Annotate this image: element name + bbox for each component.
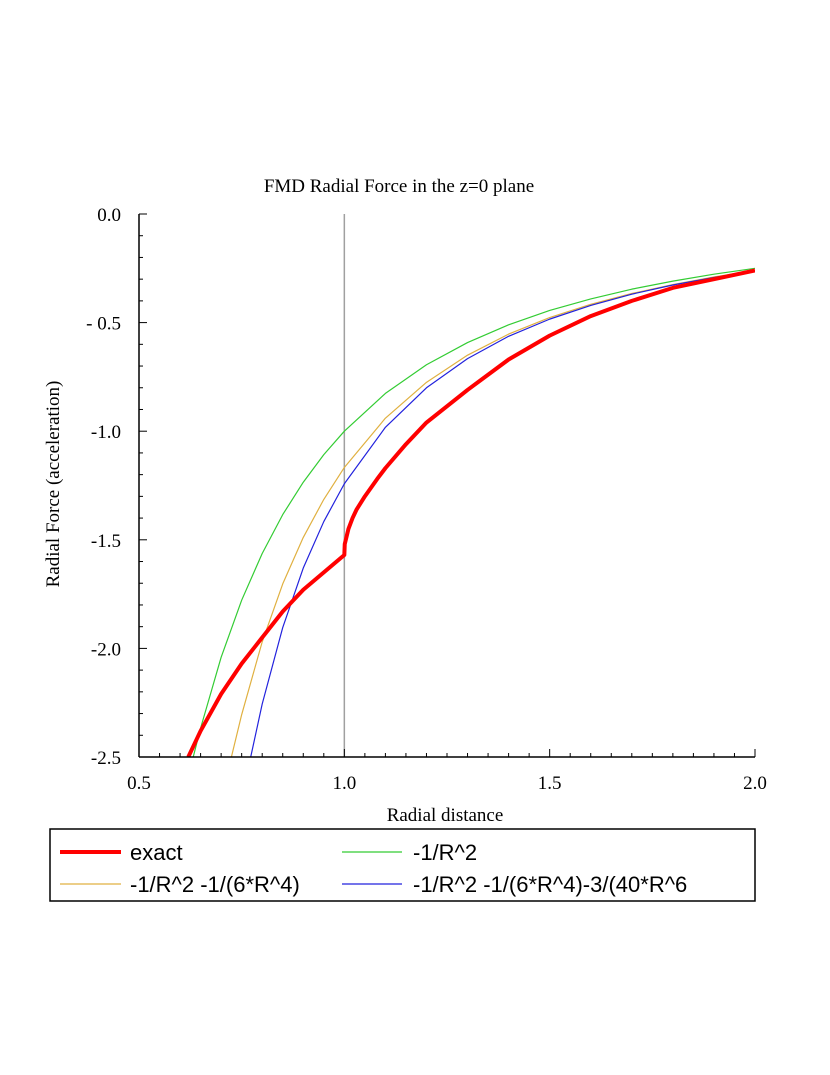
chart-title: FMD Radial Force in the z=0 plane bbox=[264, 176, 534, 197]
y-axis-label: Radial Force (acceleration) bbox=[43, 381, 64, 588]
series-group bbox=[186, 267, 755, 757]
y-tick-label: 0.0 bbox=[97, 205, 121, 226]
legend-label-0: exact bbox=[130, 840, 183, 865]
legend-items: exact -1/R^2 -1/R^2 -1/(6*R^4) -1/R^2 -1/(6… bbox=[60, 840, 687, 897]
series-line-2 bbox=[230, 269, 755, 757]
legend-label-3: -1/R^2 -1/(6*R^4)-3/(40*R^6 bbox=[413, 872, 687, 897]
legend: exact -1/R^2 -1/R^2 -1/(6*R^4) -1/R^2 -1/(6… bbox=[49, 828, 756, 902]
series-line-1 bbox=[192, 267, 755, 757]
x-tick-label: 2.0 bbox=[743, 773, 767, 794]
x-tick-label: 1.0 bbox=[332, 773, 356, 794]
x-tick-label: 0.5 bbox=[127, 773, 151, 794]
legend-label-1: -1/R^2 bbox=[413, 840, 477, 865]
y-tick-label: -1.5 bbox=[91, 531, 121, 552]
x-axis-label: Radial distance bbox=[387, 805, 504, 826]
y-tick-label: -1.0 bbox=[91, 422, 121, 443]
tick-labels: 0.5 1.0 1.5 2.0 0.0 - 0.5 -1.0 -1.5 -2.0 -2.5 bbox=[86, 205, 767, 794]
y-tick-label: -2.5 bbox=[91, 748, 121, 769]
legend-box bbox=[49, 828, 756, 902]
axes bbox=[138, 213, 756, 758]
series-line-3 bbox=[250, 270, 755, 757]
x-tick-label: 1.5 bbox=[538, 773, 562, 794]
legend-label-2: -1/R^2 -1/(6*R^4) bbox=[130, 872, 300, 897]
series-line-0 bbox=[186, 268, 755, 757]
y-tick-label: -2.0 bbox=[91, 639, 121, 660]
y-tick-label: - 0.5 bbox=[86, 314, 121, 335]
